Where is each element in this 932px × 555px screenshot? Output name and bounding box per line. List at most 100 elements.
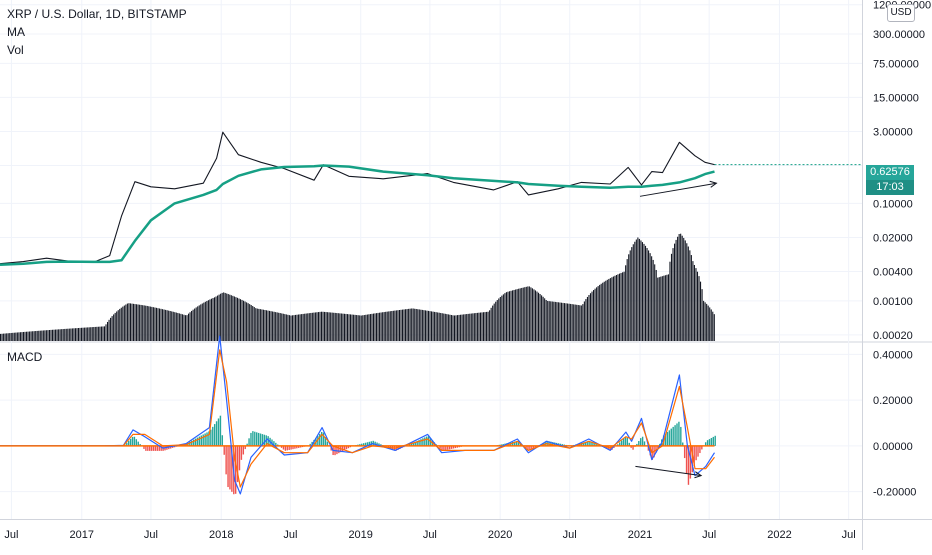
volume-bar	[237, 298, 238, 341]
volume-bar	[153, 307, 154, 341]
volume-bar	[607, 280, 608, 341]
macd-histogram-bar	[254, 432, 255, 446]
volume-bar	[281, 313, 282, 341]
volume-bar	[352, 315, 353, 341]
volume-bar	[703, 301, 704, 341]
macd-histogram-bar	[709, 439, 710, 446]
volume-bar	[156, 308, 157, 341]
volume-bar	[575, 305, 576, 341]
volume-bar	[55, 330, 56, 341]
ma-indicator-label[interactable]: MA	[7, 25, 25, 39]
volume-bar	[180, 314, 181, 341]
time-axis-tick-label: Jul	[842, 529, 856, 541]
volume-bar	[297, 315, 298, 341]
volume-bar	[306, 314, 307, 341]
macd-histogram-bar	[627, 438, 628, 446]
volume-bar	[543, 297, 544, 341]
macd-histogram-bar	[239, 446, 240, 470]
volume-bar	[287, 315, 288, 341]
volume-bar	[397, 310, 398, 341]
volume-bar	[462, 315, 463, 341]
volume-bar	[475, 313, 476, 341]
macd-histogram-bar	[623, 439, 624, 446]
volume-bar	[264, 310, 265, 341]
macd-histogram-bar	[153, 446, 154, 451]
volume-bar	[621, 273, 622, 341]
volume-bar	[428, 311, 429, 341]
volume-bar	[708, 306, 709, 341]
volume-bar	[8, 333, 9, 341]
macd-histogram-bar	[676, 423, 677, 445]
volume-bar	[564, 303, 565, 341]
volume-bar	[422, 310, 423, 341]
volume-bar	[5, 333, 6, 341]
volume-bar	[666, 275, 667, 341]
volume-bar	[483, 312, 484, 341]
macd-histogram-bar	[220, 416, 221, 446]
macd-histogram-bar	[149, 446, 150, 451]
volume-bar	[449, 315, 450, 341]
volume-bar	[327, 312, 328, 341]
volume-bar	[15, 333, 16, 341]
volume-bar	[426, 311, 427, 341]
volume-bar	[176, 313, 177, 341]
macd-histogram-bar	[686, 446, 687, 474]
volume-bar	[588, 295, 589, 341]
volume-bar	[616, 275, 617, 341]
volume-bar	[446, 314, 447, 341]
volume-bar	[526, 287, 527, 341]
currency-button[interactable]: USD	[887, 4, 915, 22]
volume-bar	[148, 306, 149, 341]
volume-indicator-label[interactable]: Vol	[7, 43, 24, 57]
macd-indicator-label[interactable]: MACD	[7, 350, 42, 364]
volume-bar	[587, 297, 588, 341]
volume-bar	[491, 308, 492, 341]
volume-bar	[640, 240, 641, 341]
macd-histogram-bar	[671, 429, 672, 446]
volume-bar	[312, 313, 313, 341]
volume-bar	[95, 327, 96, 341]
volume-bar	[130, 303, 131, 341]
volume-bar	[388, 311, 389, 341]
volume-bar	[463, 314, 464, 341]
volume-bar	[605, 281, 606, 341]
volume-bar	[257, 309, 258, 341]
volume-bar	[241, 300, 242, 341]
volume-bar	[280, 313, 281, 341]
volume-bar	[162, 309, 163, 341]
volume-bar	[630, 250, 631, 341]
macd-histogram-bar	[224, 446, 225, 455]
volume-bar	[361, 316, 362, 341]
volume-bar	[547, 301, 548, 341]
volume-bar	[339, 313, 340, 341]
volume-bar	[144, 305, 145, 341]
volume-bar	[309, 313, 310, 341]
volume-bar	[203, 303, 204, 341]
volume-bar	[225, 293, 226, 341]
macd-histogram-bar	[684, 446, 685, 458]
volume-bar	[348, 314, 349, 341]
macd-histogram-bar	[151, 446, 152, 451]
volume-bar	[423, 310, 424, 341]
volume-bar	[23, 332, 24, 341]
macd-axis-tick-label: 0.40000	[873, 349, 913, 361]
volume-bar	[593, 290, 594, 341]
volume-bar	[378, 313, 379, 341]
volume-bar	[170, 311, 171, 341]
volume-bar	[578, 305, 579, 341]
volume-bar	[322, 312, 323, 341]
time-axis-tick-label: Jul	[563, 529, 577, 541]
volume-bar	[540, 294, 541, 341]
volume-bar	[371, 314, 372, 341]
volume-bar	[510, 291, 511, 341]
volume-bar	[151, 307, 152, 341]
volume-bar	[570, 304, 571, 341]
macd-histogram-bar	[264, 435, 265, 446]
volume-bar	[87, 327, 88, 341]
volume-bar	[194, 309, 195, 341]
volume-bar	[188, 314, 189, 341]
volume-bar	[579, 305, 580, 341]
